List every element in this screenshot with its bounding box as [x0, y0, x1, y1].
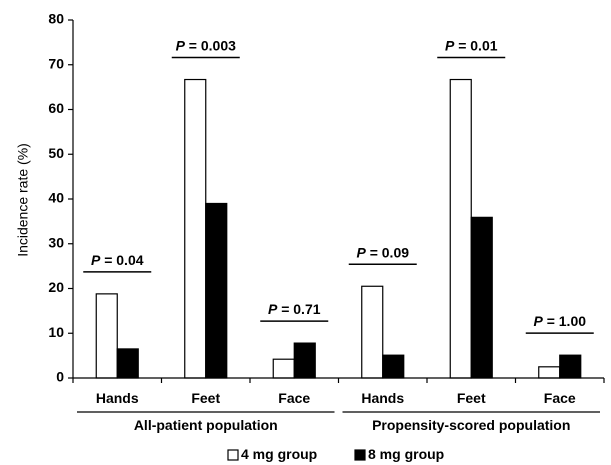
category-label: Face [278, 390, 310, 406]
bar-4mg [184, 78, 207, 379]
bar-8mg [559, 354, 582, 379]
p-value-label: P = 0.003 [176, 38, 237, 54]
group-label: Propensity-scored population [372, 417, 570, 433]
y-tick-label: 30 [48, 234, 64, 250]
category-label: Hands [96, 390, 139, 406]
legend-label: 4 mg group [241, 446, 317, 462]
y-tick-label: 40 [48, 190, 64, 206]
bar-8mg [116, 348, 139, 379]
y-tick-label: 0 [56, 369, 64, 385]
category-label: Face [544, 390, 576, 406]
bar-8mg [293, 342, 316, 379]
p-value-label: P = 0.71 [268, 301, 321, 317]
bar-4mg [361, 285, 384, 379]
category-label: Feet [457, 390, 486, 406]
category-label: Hands [361, 390, 404, 406]
y-tick-label: 10 [48, 324, 64, 340]
legend-label: 8 mg group [368, 446, 444, 462]
p-value-label: P = 0.09 [356, 244, 409, 260]
bar-4mg [95, 293, 118, 379]
legend-swatch-4mg [227, 449, 239, 461]
bar-8mg [470, 216, 493, 379]
y-tick-label: 70 [48, 55, 64, 71]
y-axis-label: Incidence rate (%) [15, 143, 31, 257]
bar-4mg [272, 358, 295, 379]
group-label: All-patient population [134, 417, 278, 433]
y-tick-label: 80 [48, 11, 64, 27]
p-value-label: P = 0.04 [91, 252, 144, 268]
bar-4mg [538, 366, 561, 379]
y-tick-label: 50 [48, 145, 64, 161]
y-tick-label: 20 [48, 279, 64, 295]
legend-swatch-8mg [354, 449, 366, 461]
bar-8mg [205, 202, 228, 379]
y-tick-label: 60 [48, 100, 64, 116]
bar-8mg [382, 354, 405, 379]
p-value-label: P = 0.01 [445, 38, 498, 54]
p-value-label: P = 1.00 [533, 313, 586, 329]
bar-4mg [449, 78, 472, 379]
category-label: Feet [191, 390, 220, 406]
